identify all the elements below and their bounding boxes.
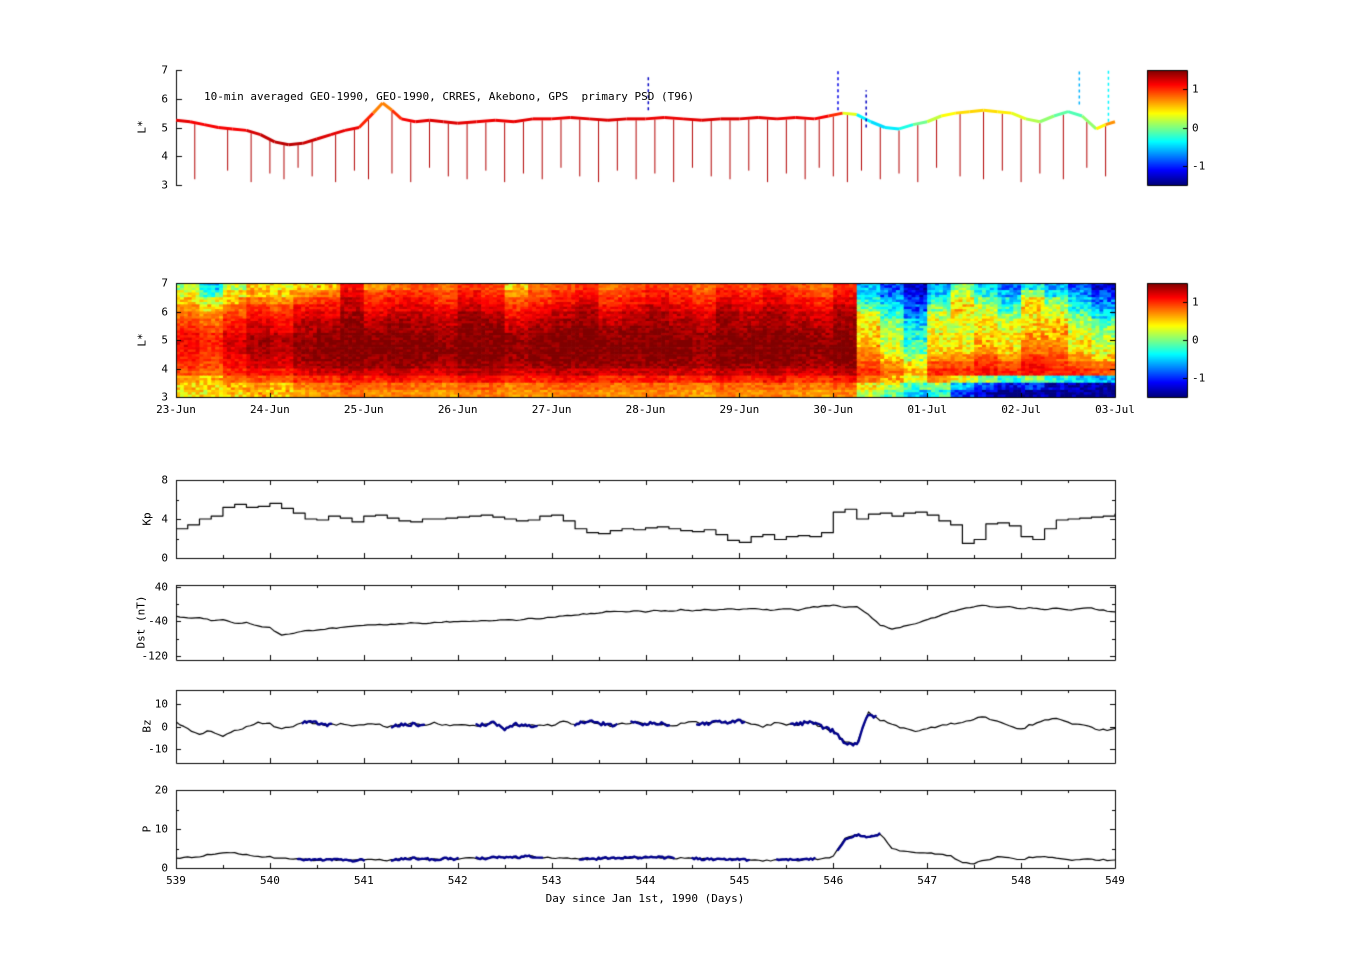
x-tick-label: 547 <box>917 874 938 887</box>
ylabel-lstar-top: L* <box>135 120 149 134</box>
date-tick-label: 29-Jun <box>719 403 760 416</box>
colorbar-tick-label: 0 <box>1192 333 1199 347</box>
y-tick-label: 3 <box>161 178 168 192</box>
date-tick-label: 23-Jun <box>156 403 196 416</box>
y-tick-label: 7 <box>161 276 168 290</box>
x-tick-label: 540 <box>259 874 280 887</box>
colorbar-tick-label: -1 <box>1192 159 1206 173</box>
date-tick-label: 03-Jul <box>1095 403 1135 416</box>
y-tick-label: 10 <box>154 822 168 836</box>
colorbar-tick-label: 1 <box>1192 82 1199 96</box>
y-tick-label: 6 <box>161 92 168 106</box>
y-tick-label: 4 <box>161 512 168 526</box>
y-tick-label: 10 <box>154 697 168 711</box>
y-tick-label: 4 <box>161 149 168 163</box>
y-tick-label: 5 <box>161 121 168 134</box>
y-tick-label: 8 <box>161 473 168 487</box>
date-tick-label: 26-Jun <box>437 403 478 416</box>
y-tick-label: 4 <box>161 362 168 375</box>
ylabel-kp: Kp <box>140 512 154 526</box>
y-tick-label: 5 <box>161 333 168 347</box>
ylabel-bz: Bz <box>140 719 154 733</box>
y-tick-label: -120 <box>141 649 169 663</box>
y-tick-label: 6 <box>161 305 168 318</box>
x-tick-label: 543 <box>541 874 562 887</box>
date-tick-label: 28-Jun <box>625 403 666 416</box>
ylabel-p: P <box>140 825 154 833</box>
y-tick-label: -40 <box>148 614 168 628</box>
x-tick-label: 541 <box>353 874 374 887</box>
x-tick-label: 545 <box>729 874 750 887</box>
date-tick-label: 24-Jun <box>250 403 290 416</box>
xlabel-day-since: Day since Jan 1st, 1990 (Days) <box>545 892 745 905</box>
y-tick-label: 20 <box>154 783 168 797</box>
colorbar-tick-label: 0 <box>1192 121 1199 134</box>
x-tick-label: 539 <box>166 874 186 887</box>
date-tick-label: 25-Jun <box>343 403 384 416</box>
ylabel-lstar-heatmap: L* <box>135 333 149 347</box>
y-tick-label: 7 <box>161 63 168 77</box>
y-tick-label: 3 <box>161 390 168 404</box>
y-tick-label: 0 <box>161 551 168 565</box>
date-tick-label: 01-Jul <box>907 403 948 416</box>
y-tick-label: 0 <box>161 861 168 875</box>
y-tick-label: -10 <box>148 742 168 756</box>
date-tick-label: 30-Jun <box>813 403 854 416</box>
x-tick-label: 548 <box>1011 874 1032 887</box>
psd-title: 10-min averaged GEO-1990, GEO-1990, CRRE… <box>204 90 695 103</box>
x-tick-label: 544 <box>635 874 656 887</box>
y-tick-label: 0 <box>161 720 168 733</box>
ylabel-dst: Dst (nT) <box>134 595 148 649</box>
x-tick-label: 542 <box>447 874 468 887</box>
colorbar-tick-label: -1 <box>1192 371 1206 385</box>
x-tick-label: 546 <box>823 874 844 887</box>
colorbar-tick-label: 1 <box>1192 295 1199 309</box>
date-tick-label: 02-Jul <box>1001 403 1041 416</box>
x-tick-label: 549 <box>1105 874 1125 887</box>
date-tick-label: 27-Jun <box>531 403 572 416</box>
y-tick-label: 40 <box>154 580 168 594</box>
